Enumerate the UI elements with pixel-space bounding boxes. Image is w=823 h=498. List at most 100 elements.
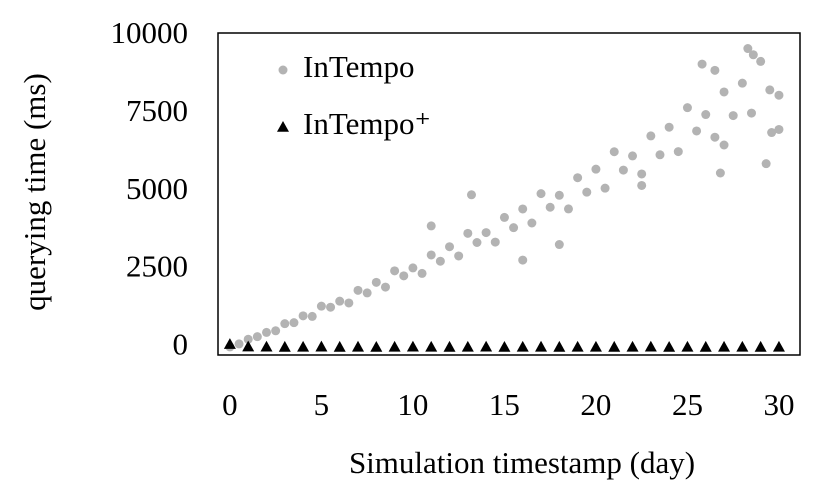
point <box>637 169 647 179</box>
point <box>582 187 592 197</box>
point <box>399 271 409 281</box>
point <box>498 340 511 352</box>
point <box>243 334 253 344</box>
point <box>563 204 573 214</box>
point <box>353 285 363 295</box>
point <box>715 168 725 178</box>
point <box>362 288 372 298</box>
point <box>553 340 566 352</box>
point <box>466 190 476 200</box>
point <box>697 59 707 69</box>
x-tick-label: 5 <box>314 387 330 422</box>
point <box>774 90 784 100</box>
point <box>315 340 328 352</box>
point <box>681 340 694 352</box>
point <box>609 147 619 157</box>
point <box>663 340 676 352</box>
point <box>326 302 336 312</box>
point <box>765 85 775 95</box>
point <box>554 190 564 200</box>
point <box>719 140 729 150</box>
point <box>699 340 712 352</box>
point <box>673 147 683 157</box>
x-tick-label: 10 <box>397 387 428 422</box>
legend-marker <box>278 65 288 75</box>
x-tick-label: 0 <box>222 387 238 422</box>
point <box>417 268 427 278</box>
point <box>443 340 456 352</box>
point <box>499 212 509 222</box>
point <box>545 202 555 212</box>
point <box>527 218 537 228</box>
point <box>535 340 548 352</box>
point <box>637 180 647 190</box>
point <box>573 173 583 183</box>
point <box>234 339 244 349</box>
point <box>719 87 729 97</box>
point <box>461 340 474 352</box>
point <box>516 340 529 352</box>
point <box>297 340 310 352</box>
point <box>242 340 255 352</box>
point <box>480 340 493 352</box>
x-tick-label: 25 <box>672 387 703 422</box>
point <box>445 242 455 252</box>
point <box>736 340 749 352</box>
point <box>335 296 345 306</box>
point <box>737 78 747 88</box>
point <box>718 340 731 352</box>
plot-frame <box>217 32 801 356</box>
point <box>774 124 784 134</box>
x-tick-label: 15 <box>489 387 520 422</box>
point <box>435 256 445 266</box>
point <box>370 340 383 352</box>
point <box>463 228 473 238</box>
point <box>571 340 584 352</box>
point <box>646 131 656 141</box>
point <box>289 318 299 328</box>
point <box>767 128 777 138</box>
y-axis-label: querying time (ms) <box>17 73 52 311</box>
point <box>761 159 771 169</box>
point <box>589 340 602 352</box>
point <box>608 340 621 352</box>
point <box>710 132 720 142</box>
y-tick-label: 10000 <box>111 15 189 50</box>
point <box>509 223 519 233</box>
point <box>682 103 692 113</box>
point <box>701 110 711 120</box>
point <box>628 151 638 161</box>
point <box>426 250 436 260</box>
point <box>454 251 464 261</box>
point <box>260 340 273 352</box>
point <box>223 338 236 349</box>
point <box>600 183 610 193</box>
point <box>554 240 564 250</box>
point <box>644 340 657 352</box>
point <box>756 56 766 66</box>
point <box>425 340 438 352</box>
x-axis-label: Simulation timestamp (day) <box>349 445 695 480</box>
point <box>271 326 281 336</box>
y-tick-label: 0 <box>173 326 189 361</box>
point <box>692 126 702 136</box>
point <box>664 122 674 132</box>
x-tick-label: 20 <box>580 387 611 422</box>
point <box>748 50 758 60</box>
y-tick-label: 5000 <box>126 171 188 206</box>
y-tick-label: 7500 <box>126 93 188 128</box>
point <box>298 311 308 321</box>
point <box>626 340 639 352</box>
point <box>772 340 785 352</box>
point <box>352 340 365 352</box>
point <box>472 238 482 248</box>
point <box>333 340 346 352</box>
point <box>655 150 665 160</box>
point <box>388 340 401 352</box>
point <box>490 237 500 247</box>
point <box>728 111 738 121</box>
point <box>278 340 291 352</box>
point <box>316 301 326 311</box>
point <box>536 189 546 199</box>
